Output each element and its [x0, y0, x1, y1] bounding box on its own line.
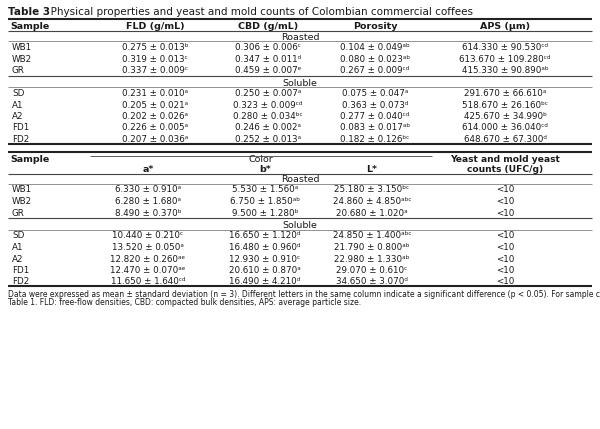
Text: 415.330 ± 90.890ᵃᵇ: 415.330 ± 90.890ᵃᵇ	[461, 66, 548, 75]
Text: 291.670 ± 66.610ᵃ: 291.670 ± 66.610ᵃ	[464, 89, 546, 98]
Text: 25.180 ± 3.150ᵇᶜ: 25.180 ± 3.150ᵇᶜ	[334, 185, 410, 194]
Text: 0.275 ± 0.013ᵇ: 0.275 ± 0.013ᵇ	[122, 43, 188, 52]
Text: SD: SD	[12, 89, 25, 98]
Text: A2: A2	[12, 112, 23, 121]
Text: 12.930 ± 0.910ᶜ: 12.930 ± 0.910ᶜ	[229, 254, 301, 263]
Text: WB2: WB2	[12, 197, 32, 206]
Text: 12.820 ± 0.260ᵃᵉ: 12.820 ± 0.260ᵃᵉ	[110, 254, 185, 263]
Text: CBD (g/mL): CBD (g/mL)	[238, 22, 298, 31]
Text: Soluble: Soluble	[283, 79, 317, 88]
Text: 0.319 ± 0.013ᶜ: 0.319 ± 0.013ᶜ	[122, 54, 188, 63]
Text: . Physical properties and yeast and mold counts of Colombian commercial coffees: . Physical properties and yeast and mold…	[44, 7, 473, 17]
Text: 0.337 ± 0.009ᶜ: 0.337 ± 0.009ᶜ	[122, 66, 188, 75]
Text: 0.231 ± 0.010ᵃ: 0.231 ± 0.010ᵃ	[122, 89, 188, 98]
Text: 0.246 ± 0.002ᵃ: 0.246 ± 0.002ᵃ	[235, 124, 301, 133]
Text: A1: A1	[12, 243, 23, 252]
Text: GR: GR	[12, 66, 25, 75]
Text: 16.480 ± 0.960ᵈ: 16.480 ± 0.960ᵈ	[229, 243, 301, 252]
Text: FD2: FD2	[12, 135, 29, 144]
Text: A1: A1	[12, 100, 23, 109]
Text: b*: b*	[259, 164, 271, 173]
Text: 0.075 ± 0.047ᵃ: 0.075 ± 0.047ᵃ	[342, 89, 408, 98]
Text: Color: Color	[248, 154, 274, 163]
Text: 10.440 ± 0.210ᶜ: 10.440 ± 0.210ᶜ	[112, 232, 184, 241]
Text: <10: <10	[496, 208, 514, 218]
Text: Porosity: Porosity	[353, 22, 397, 31]
Text: 5.530 ± 1.560ᵃ: 5.530 ± 1.560ᵃ	[232, 185, 298, 194]
Text: 0.104 ± 0.049ᵃᵇ: 0.104 ± 0.049ᵃᵇ	[340, 43, 410, 52]
Text: 0.267 ± 0.009ᶜᵈ: 0.267 ± 0.009ᶜᵈ	[340, 66, 410, 75]
Text: 11.650 ± 1.640ᶜᵈ: 11.650 ± 1.640ᶜᵈ	[111, 278, 185, 287]
Text: 16.650 ± 1.120ᵈ: 16.650 ± 1.120ᵈ	[229, 232, 301, 241]
Text: 6.330 ± 0.910ᵃ: 6.330 ± 0.910ᵃ	[115, 185, 181, 194]
Text: Data were expressed as mean ± standard deviation (n = 3). Different letters in t: Data were expressed as mean ± standard d…	[8, 290, 600, 299]
Text: 0.323 ± 0.009ᶜᵈ: 0.323 ± 0.009ᶜᵈ	[233, 100, 302, 109]
Text: 16.490 ± 4.210ᵈ: 16.490 ± 4.210ᵈ	[229, 278, 301, 287]
Text: FD1: FD1	[12, 124, 29, 133]
Text: 34.650 ± 3.070ᵈ: 34.650 ± 3.070ᵈ	[336, 278, 408, 287]
Text: 22.980 ± 1.330ᵃᵇ: 22.980 ± 1.330ᵃᵇ	[334, 254, 410, 263]
Text: WB1: WB1	[12, 43, 32, 52]
Text: A2: A2	[12, 254, 23, 263]
Text: Table 1. FLD: free-flow densities, CBD: compacted bulk densities, APS: average p: Table 1. FLD: free-flow densities, CBD: …	[8, 298, 361, 307]
Text: 648.670 ± 67.300ᵈ: 648.670 ± 67.300ᵈ	[464, 135, 547, 144]
Text: 29.070 ± 0.610ᶜ: 29.070 ± 0.610ᶜ	[337, 266, 407, 275]
Text: APS (μm): APS (μm)	[480, 22, 530, 31]
Text: 20.680 ± 1.020ᵃ: 20.680 ± 1.020ᵃ	[336, 208, 408, 218]
Text: WB2: WB2	[12, 54, 32, 63]
Text: FLD (g/mL): FLD (g/mL)	[125, 22, 184, 31]
Text: <10: <10	[496, 254, 514, 263]
Text: Roasted: Roasted	[281, 33, 319, 42]
Text: GR: GR	[12, 208, 25, 218]
Text: 0.182 ± 0.126ᵇᶜ: 0.182 ± 0.126ᵇᶜ	[340, 135, 410, 144]
Text: 0.459 ± 0.007ᵉ: 0.459 ± 0.007ᵉ	[235, 66, 301, 75]
Text: 24.860 ± 4.850ᵃᵇᶜ: 24.860 ± 4.850ᵃᵇᶜ	[333, 197, 411, 206]
Text: <10: <10	[496, 232, 514, 241]
Text: 425.670 ± 34.990ᵇ: 425.670 ± 34.990ᵇ	[464, 112, 547, 121]
Text: Soluble: Soluble	[283, 221, 317, 230]
Text: 0.252 ± 0.013ᵃ: 0.252 ± 0.013ᵃ	[235, 135, 301, 144]
Text: 614.330 ± 90.530ᶜᵈ: 614.330 ± 90.530ᶜᵈ	[462, 43, 548, 52]
Text: <10: <10	[496, 266, 514, 275]
Text: 9.500 ± 1.280ᵇ: 9.500 ± 1.280ᵇ	[232, 208, 298, 218]
Text: 0.306 ± 0.006ᶜ: 0.306 ± 0.006ᶜ	[235, 43, 301, 52]
Text: 0.205 ± 0.021ᵃ: 0.205 ± 0.021ᵃ	[122, 100, 188, 109]
Text: SD: SD	[12, 232, 25, 241]
Text: 0.277 ± 0.040ᶜᵈ: 0.277 ± 0.040ᶜᵈ	[340, 112, 410, 121]
Text: 0.207 ± 0.036ᵃ: 0.207 ± 0.036ᵃ	[122, 135, 188, 144]
Text: <10: <10	[496, 243, 514, 252]
Text: FD1: FD1	[12, 266, 29, 275]
Text: 0.226 ± 0.005ᵃ: 0.226 ± 0.005ᵃ	[122, 124, 188, 133]
Text: 0.250 ± 0.007ᵃ: 0.250 ± 0.007ᵃ	[235, 89, 301, 98]
Text: 0.280 ± 0.034ᵇᶜ: 0.280 ± 0.034ᵇᶜ	[233, 112, 303, 121]
Text: Table 3: Table 3	[8, 7, 50, 17]
Text: 8.490 ± 0.370ᵇ: 8.490 ± 0.370ᵇ	[115, 208, 181, 218]
Text: 24.850 ± 1.400ᵃᵇᶜ: 24.850 ± 1.400ᵃᵇᶜ	[333, 232, 411, 241]
Text: <10: <10	[496, 197, 514, 206]
Text: 0.363 ± 0.073ᵈ: 0.363 ± 0.073ᵈ	[342, 100, 408, 109]
Text: <10: <10	[496, 185, 514, 194]
Text: 12.470 ± 0.070ᵃᵉ: 12.470 ± 0.070ᵃᵉ	[110, 266, 185, 275]
Text: <10: <10	[496, 278, 514, 287]
Text: a*: a*	[142, 164, 154, 173]
Text: 613.670 ± 109.280ᶜᵈ: 613.670 ± 109.280ᶜᵈ	[460, 54, 551, 63]
Text: 21.790 ± 0.800ᵃᵇ: 21.790 ± 0.800ᵃᵇ	[334, 243, 410, 252]
Text: 614.000 ± 36.040ᶜᵈ: 614.000 ± 36.040ᶜᵈ	[462, 124, 548, 133]
Text: L*: L*	[367, 164, 377, 173]
Text: 13.520 ± 0.050ᵃ: 13.520 ± 0.050ᵃ	[112, 243, 184, 252]
Text: Sample: Sample	[10, 22, 49, 31]
Text: 0.202 ± 0.026ᵃ: 0.202 ± 0.026ᵃ	[122, 112, 188, 121]
Text: 0.347 ± 0.011ᵈ: 0.347 ± 0.011ᵈ	[235, 54, 301, 63]
Text: 20.610 ± 0.870ᵃ: 20.610 ± 0.870ᵃ	[229, 266, 301, 275]
Text: 0.080 ± 0.023ᵃᵇ: 0.080 ± 0.023ᵃᵇ	[340, 54, 410, 63]
Text: Roasted: Roasted	[281, 175, 319, 184]
Text: WB1: WB1	[12, 185, 32, 194]
Text: FD2: FD2	[12, 278, 29, 287]
Text: 6.280 ± 1.680ᵃ: 6.280 ± 1.680ᵃ	[115, 197, 181, 206]
Text: 0.083 ± 0.017ᵃᵇ: 0.083 ± 0.017ᵃᵇ	[340, 124, 410, 133]
Text: 6.750 ± 1.850ᵃᵇ: 6.750 ± 1.850ᵃᵇ	[230, 197, 300, 206]
Text: Sample: Sample	[10, 154, 49, 163]
Text: Yeast and mold yeast
counts (UFC/g): Yeast and mold yeast counts (UFC/g)	[450, 154, 560, 174]
Text: 518.670 ± 26.160ᵇᶜ: 518.670 ± 26.160ᵇᶜ	[462, 100, 548, 109]
